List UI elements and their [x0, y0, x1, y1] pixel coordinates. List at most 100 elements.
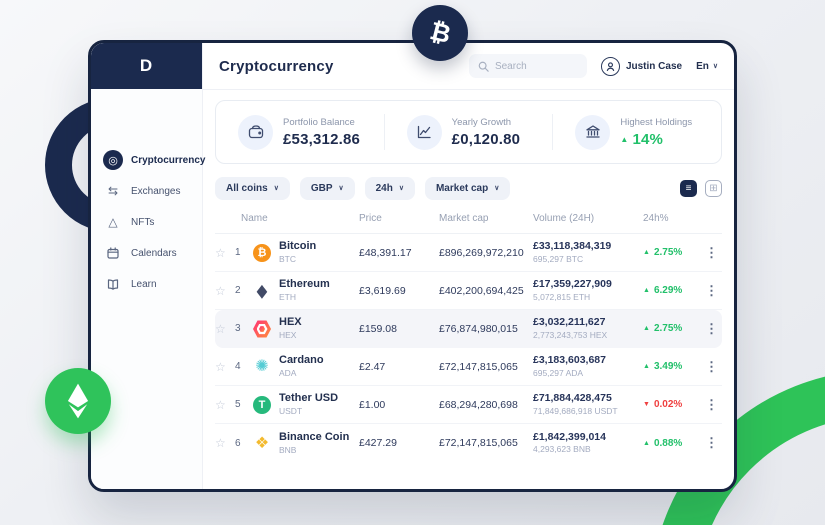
favorite-star-icon[interactable]: ☆ [215, 436, 226, 450]
coin-volume: £3,032,211,627 [533, 316, 606, 329]
row-menu-button[interactable]: ⋮ [705, 244, 718, 260]
favorite-star-icon[interactable]: ☆ [215, 283, 226, 298]
col-24h-change: 24h% [643, 213, 669, 224]
coin-name: Bitcoin [279, 240, 317, 253]
search-box[interactable] [468, 54, 587, 78]
coin-price: £427.29 [359, 437, 397, 449]
sidebar-item-exchanges[interactable]: ⇆ Exchanges [91, 178, 202, 204]
favorite-star-icon[interactable]: ☆ [215, 321, 226, 336]
coin-cell: T Tether USD USDT [253, 392, 359, 416]
favorite-star-icon[interactable]: ☆ [215, 359, 226, 374]
coin-icon-slot: ₿ [253, 243, 271, 262]
coin-market-cap: £896,269,972,210 [439, 246, 524, 259]
grid-view-icon[interactable]: ⊞ [705, 180, 722, 197]
coin-volume-sub: 695,297 BTC [533, 253, 584, 264]
coin-volume: £17,359,227,909 [533, 278, 612, 291]
sidebar-item-calendars[interactable]: Calendars [91, 240, 202, 266]
coin-name: Binance Coin [279, 430, 350, 443]
table-row[interactable]: ☆ 1 ₿ Bitcoin BTC £48,391.17 £896,269,97… [215, 234, 722, 272]
coin-volume: £71,884,428,475 [533, 392, 612, 405]
col-name: Name [241, 213, 268, 224]
trend-up-icon: ▲ [620, 134, 629, 144]
coin-icon-slot: ◆ [253, 279, 271, 300]
sidebar-item-learn[interactable]: Learn [91, 271, 202, 297]
nft-triangle-icon: △ [108, 215, 118, 229]
table-row[interactable]: ☆ 6 ❖ Binance Coin BNB £427.29 £72,147,8… [215, 424, 722, 462]
row-menu-button[interactable]: ⋮ [705, 396, 718, 412]
table-row[interactable]: ☆ 2 ◆ Ethereum ETH £3,619.69 £402,200,69… [215, 272, 722, 310]
bank-icon [575, 114, 611, 150]
table-header: Name Price Market cap Volume (24H) 24h% [215, 209, 722, 234]
filter-currency[interactable]: GBP ∨ [299, 177, 355, 200]
favorite-star-icon[interactable]: ☆ [215, 397, 226, 412]
app-card: D ◎ Cryptocurrency ⇆ Exchanges △ NFTs [88, 40, 737, 492]
coin-volume-cell: £17,359,227,909 5,072,815 ETH [533, 278, 643, 303]
coin-change: ▲ 6.29% [643, 285, 683, 296]
chevron-down-icon: ∨ [338, 185, 344, 192]
coin-volume: £3,183,603,687 [533, 354, 606, 367]
row-menu-button[interactable]: ⋮ [705, 358, 718, 374]
coin-cell: ❖ Binance Coin BNB [253, 431, 359, 455]
search-input[interactable] [494, 60, 575, 72]
favorite-star-icon[interactable]: ☆ [215, 245, 226, 260]
table-row[interactable]: ☆ 3 HEX HEX £159.08 £76,874,980,015 £3,0… [215, 310, 722, 348]
row-menu-button[interactable]: ⋮ [705, 282, 718, 298]
coin-volume-sub: 695,297 ADA [533, 367, 584, 378]
list-view-icon[interactable]: ≡ [680, 180, 697, 197]
stat-label: Yearly Growth [451, 116, 511, 128]
language-selector[interactable]: En ∨ [696, 61, 718, 72]
filter-timeframe[interactable]: 24h ∨ [364, 177, 415, 200]
coin-cell: ✺ Cardano ADA [253, 354, 359, 378]
sidebar-item-cryptocurrency[interactable]: ◎ Cryptocurrency [91, 147, 205, 173]
filter-bar: All coins ∨ GBP ∨ 24h ∨ Market cap ∨ ≡ ⊞ [215, 177, 722, 200]
sidebar-item-label: Learn [131, 278, 157, 290]
coin-change: ▲ 0.88% [643, 437, 683, 449]
trend-arrow-icon: ▲ [643, 325, 650, 332]
trend-arrow-icon: ▲ [643, 287, 650, 294]
stat-label: Highest Holdings [620, 116, 693, 128]
coin-volume-cell: £33,118,384,319 695,297 BTC [533, 240, 643, 265]
coin-symbol: BNB [279, 444, 297, 455]
coin-volume-cell: £71,884,428,475 71,849,686,918 USDT [533, 392, 643, 417]
coin-icon-slot: T [253, 395, 271, 414]
filter-all-coins[interactable]: All coins ∨ [215, 177, 290, 200]
coin-price: £2.47 [359, 360, 386, 373]
coin-change: ▲ 2.75% [643, 323, 683, 334]
coin-volume-cell: £3,183,603,687 695,297 ADA [533, 354, 643, 379]
trend-arrow-icon: ▲ [643, 249, 650, 256]
table-row[interactable]: ☆ 5 T Tether USD USDT £1.00 £68,294,280,… [215, 386, 722, 424]
filter-sort[interactable]: Market cap ∨ [424, 177, 511, 200]
stats-bar: Portfolio Balance £53,312.86 Yearly Grow… [215, 100, 722, 164]
coin-rank: 5 [235, 399, 241, 410]
sidebar-item-nfts[interactable]: △ NFTs [91, 209, 202, 235]
coin-icon-slot: ✺ [253, 357, 271, 376]
col-market-cap: Market cap [439, 213, 489, 224]
row-menu-button[interactable]: ⋮ [705, 435, 718, 450]
coin-volume-cell: £1,842,399,014 4,293,623 BNB [533, 431, 643, 456]
user-menu[interactable]: Justin Case [600, 56, 683, 76]
app-logo: D [91, 43, 202, 89]
coin-volume-sub: 71,849,686,918 USDT [533, 405, 618, 416]
coin-market-cap: £402,200,694,425 [439, 284, 524, 297]
coin-market-cap: £68,294,280,698 [439, 398, 518, 411]
trend-arrow-icon: ▲ [643, 363, 650, 370]
coin-market-cap: £72,147,815,065 [439, 360, 518, 373]
coin-price: £48,391.17 [359, 246, 412, 259]
bitcoin-icon: ₿ [253, 244, 271, 262]
row-menu-button[interactable]: ⋮ [705, 320, 718, 336]
binance-icon: ❖ [254, 434, 270, 452]
stat-portfolio-balance: Portfolio Balance £53,312.86 [216, 101, 384, 163]
stat-yearly-growth: Yearly Growth £0,120.80 [385, 101, 553, 163]
user-name: Justin Case [625, 60, 683, 72]
stat-value: £53,312.86 [283, 130, 361, 148]
sidebar-item-label: NFTs [131, 216, 155, 228]
table-row[interactable]: ☆ 4 ✺ Cardano ADA £2.47 £72,147,815,065 … [215, 348, 722, 386]
exchange-arrows-icon: ⇆ [107, 184, 119, 198]
coin-price: £3,619.69 [359, 284, 406, 297]
table-body: ☆ 1 ₿ Bitcoin BTC £48,391.17 £896,269,97… [215, 234, 722, 462]
coin-price: £159.08 [359, 322, 397, 335]
ethereum-icon: ◆ [256, 279, 268, 300]
calendar-icon [103, 243, 123, 263]
coin-market-cap: £72,147,815,065 [439, 437, 518, 449]
